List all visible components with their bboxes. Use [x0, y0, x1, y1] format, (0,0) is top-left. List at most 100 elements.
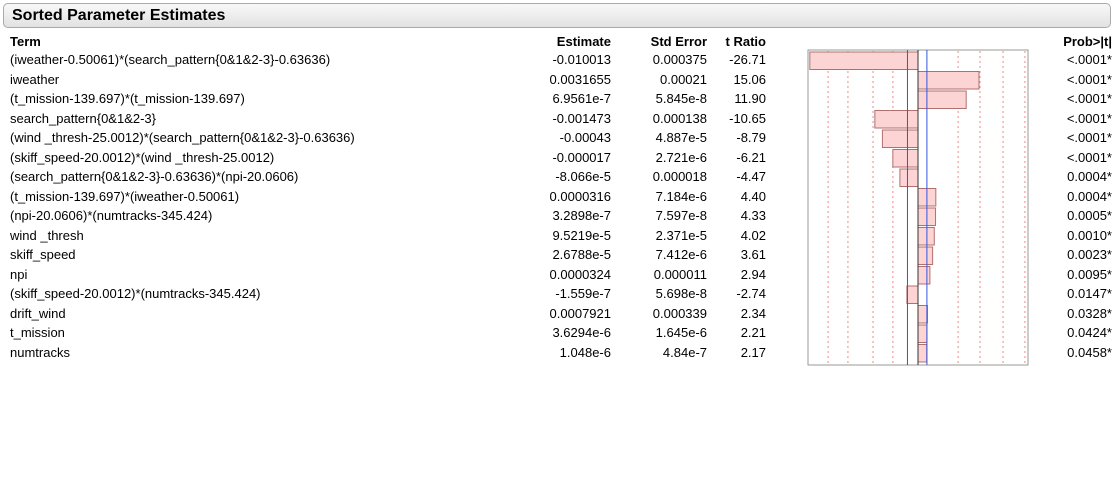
estimate: 3.2898e-7 — [552, 208, 611, 223]
t-ratio: 15.06 — [733, 71, 766, 87]
prob: 0.0004* — [1067, 188, 1112, 204]
term: (iweather-0.50061)*(search_pattern{0&1&2… — [10, 52, 331, 67]
estimate: 0.0031655 — [549, 71, 611, 87]
bar — [874, 110, 919, 129]
prob: 0.0458* — [1067, 344, 1112, 360]
term: t_mission — [10, 325, 65, 340]
column-header: Term — [10, 34, 41, 49]
std-error: 7.184e-6 — [655, 188, 707, 204]
prob: <.0001* — [1066, 91, 1112, 106]
t-ratio: 2.94 — [740, 266, 766, 282]
term: skiff_speed — [10, 247, 76, 262]
std-error: 4.84e-7 — [662, 344, 707, 360]
std-error: 0.00021 — [660, 71, 707, 87]
term: (t_mission-139.697)*(t_mission-139.697) — [10, 91, 245, 106]
estimate: -8.066e-5 — [555, 169, 611, 184]
estimate: -0.000017 — [552, 149, 611, 165]
term: (wind _thresh-25.0012)*(search_pattern{0… — [10, 130, 355, 145]
bar — [906, 285, 919, 304]
estimate: 3.6294e-6 — [552, 325, 611, 340]
std-error: 0.000011 — [653, 266, 707, 282]
estimate: -1.559e-7 — [555, 286, 611, 301]
prob: 0.0328* — [1067, 305, 1112, 321]
term: (npi-20.0606)*(numtracks-345.424) — [10, 208, 213, 223]
term: search_pattern{0&1&2-3} — [10, 110, 156, 126]
title: Sorted Parameter Estimates — [12, 7, 226, 24]
column-header: Std Error — [650, 34, 707, 49]
prob: <.0001* — [1066, 130, 1112, 145]
t-ratio: 4.02 — [740, 227, 766, 243]
bar — [809, 51, 919, 70]
std-error: 5.698e-8 — [655, 286, 707, 301]
prob: 0.0010* — [1067, 227, 1112, 243]
estimate: -0.010013 — [552, 52, 611, 67]
t-ratio: -6.21 — [736, 149, 766, 165]
std-error: 2.721e-6 — [655, 149, 707, 165]
term: (t_mission-139.697)*(iweather-0.50061) — [10, 188, 240, 204]
bar — [917, 344, 928, 363]
term: (skiff_speed-20.0012)*(numtracks-345.424… — [10, 286, 261, 301]
std-error: 5.845e-8 — [655, 91, 707, 106]
prob: <.0001* — [1066, 52, 1112, 67]
term: (search_pattern{0&1&2-3}-0.63636)*(npi-2… — [10, 169, 299, 184]
outline-header[interactable]: Sorted Parameter Estimates — [3, 3, 1111, 28]
column-header: t Ratio — [725, 34, 766, 49]
std-error: 2.371e-5 — [655, 227, 707, 243]
term: wind _thresh — [10, 227, 84, 243]
t-ratio: 2.21 — [740, 325, 766, 340]
bar — [917, 305, 928, 324]
t-ratio: -26.71 — [729, 52, 766, 67]
bar — [899, 168, 919, 187]
column-header: Estimate — [556, 34, 611, 49]
std-error: 0.000138 — [652, 110, 707, 126]
bar — [917, 324, 928, 343]
t-ratio: 3.61 — [740, 247, 766, 262]
prob: 0.0005* — [1067, 208, 1112, 223]
estimate: 0.0007921 — [549, 305, 611, 321]
prob: 0.0424* — [1067, 325, 1112, 340]
bar — [917, 227, 935, 246]
bar — [892, 149, 919, 168]
estimate: 6.9561e-7 — [552, 91, 611, 106]
term: numtracks — [10, 344, 70, 360]
bar — [917, 246, 934, 265]
std-error: 7.597e-8 — [655, 208, 707, 223]
prob: <.0001* — [1066, 71, 1112, 87]
t-ratio: 2.17 — [740, 344, 766, 360]
prob: <.0001* — [1066, 149, 1112, 165]
prob: 0.0023* — [1067, 247, 1112, 262]
estimate: 9.5219e-5 — [552, 227, 611, 243]
estimate: -0.00043 — [559, 130, 611, 145]
t-ratio: -10.65 — [729, 110, 766, 126]
term: (skiff_speed-20.0012)*(wind _thresh-25.0… — [10, 149, 275, 165]
term: npi — [10, 266, 28, 282]
term: drift_wind — [10, 305, 66, 321]
prob: 0.0004* — [1067, 169, 1112, 184]
estimate: 0.0000324 — [549, 266, 611, 282]
estimate: 2.6788e-5 — [552, 247, 611, 262]
t-ratio: 2.34 — [740, 305, 766, 321]
t-ratio: 4.40 — [740, 188, 766, 204]
std-error: 0.000018 — [652, 169, 707, 184]
estimate: 1.048e-6 — [559, 344, 611, 360]
std-error: 4.887e-5 — [655, 130, 707, 145]
prob: 0.0147* — [1067, 286, 1112, 301]
estimate: 0.0000316 — [549, 188, 611, 204]
estimate: -0.001473 — [552, 110, 611, 126]
bar — [881, 129, 919, 148]
t-ratio: -8.79 — [736, 130, 766, 145]
prob: <.0001* — [1066, 110, 1112, 126]
t-ratio: -4.47 — [736, 169, 766, 184]
bar — [917, 266, 931, 285]
t-ratio: 4.33 — [740, 208, 766, 223]
t-ratio: -2.74 — [736, 286, 766, 301]
bar — [917, 90, 967, 109]
std-error: 0.000339 — [652, 305, 707, 321]
t-ratio: 11.90 — [734, 91, 766, 106]
term: iweather — [10, 71, 60, 87]
std-error: 0.000375 — [652, 52, 707, 67]
column-header: Prob>|t| — [1063, 34, 1112, 49]
std-error: 7.412e-6 — [655, 247, 707, 262]
